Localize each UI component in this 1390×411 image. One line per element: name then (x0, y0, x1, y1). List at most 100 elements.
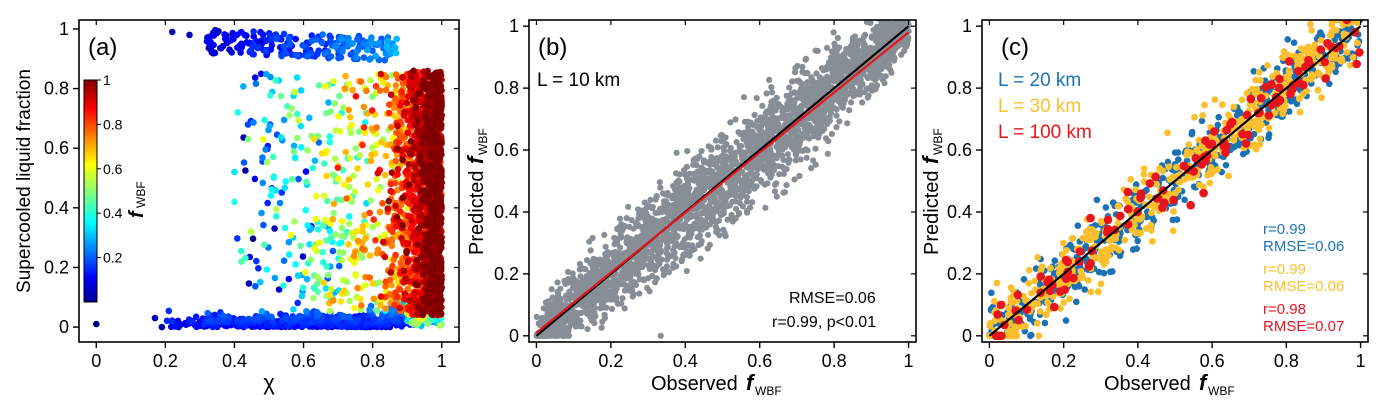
scatter-point (420, 187, 428, 194)
scatter-point (382, 73, 390, 81)
scatter-point (384, 37, 391, 45)
scatter-point (796, 172, 803, 180)
x-tick-label: 0.2 (153, 351, 178, 371)
scatter-point (424, 320, 431, 328)
scatter-point (413, 241, 421, 248)
scatter-point (353, 48, 360, 56)
scatter-point (215, 28, 222, 35)
scatter-point (354, 36, 361, 43)
scatter-point (398, 88, 405, 95)
scatter-point (900, 14, 906, 20)
scatter-point (291, 218, 298, 225)
scatter-point (332, 231, 340, 238)
scatter-point (359, 228, 366, 235)
scatter-point (766, 76, 773, 83)
scatter-point (831, 40, 838, 47)
scatter-point (330, 78, 337, 85)
scatter-point (293, 74, 301, 81)
scatter-point (297, 242, 304, 250)
scatter-point (292, 261, 299, 268)
scatter-point (418, 170, 426, 177)
scatter-point (252, 283, 259, 290)
scatter-point (623, 215, 630, 222)
scatter-point (345, 80, 353, 88)
scatter-point (424, 178, 432, 185)
scatter-point (369, 223, 377, 231)
scatter-point (318, 39, 326, 47)
scatter-point (321, 50, 329, 57)
scatter-point (310, 294, 317, 302)
scatter-point (362, 319, 370, 327)
scatter-point (372, 52, 380, 60)
scatter-point (352, 54, 360, 61)
scatter-point (329, 297, 337, 304)
scatter-point (363, 87, 370, 95)
scatter-point (360, 124, 368, 131)
scatter-point (348, 121, 355, 129)
scatter-point (438, 173, 445, 180)
scatter-point (407, 138, 415, 145)
scatter-point (361, 129, 369, 136)
scatter-point (354, 284, 361, 292)
scatter-point (733, 139, 740, 146)
scatter-point (382, 152, 390, 160)
scatter-point (277, 133, 285, 141)
scatter-point (406, 297, 413, 305)
scatter-point (336, 248, 343, 256)
y-tick-label: 0 (59, 317, 69, 337)
scatter-point (405, 161, 413, 168)
scatter-point (840, 51, 847, 58)
scatter-point (433, 275, 441, 282)
scatter-point (584, 326, 591, 333)
scatter-point (304, 147, 311, 154)
scatter-point (354, 165, 361, 172)
scatter-point (433, 130, 440, 137)
scatter-point (322, 82, 329, 90)
scatter-point (384, 205, 392, 212)
scatter-point (403, 249, 410, 256)
scatter-point (421, 222, 428, 229)
scatter-point (388, 281, 395, 289)
scatter-point (886, 61, 893, 68)
scatter-point (346, 213, 353, 220)
scatter-point (277, 92, 285, 100)
scatter-point (397, 208, 404, 215)
scatter-point (388, 169, 396, 176)
scatter-point (433, 99, 440, 106)
scatter-point (392, 44, 399, 51)
scatter-point (373, 307, 381, 314)
scatter-point (424, 288, 432, 296)
scatter-point (252, 80, 260, 87)
scatter-point (381, 56, 389, 64)
scatter-point (903, 14, 909, 20)
x-tick-label: 0.8 (360, 351, 385, 371)
scatter-point (311, 135, 318, 143)
scatter-point (280, 282, 287, 289)
scatter-point (844, 120, 851, 127)
panel-a-xlabel: χ (263, 370, 275, 395)
scatter-point (900, 14, 906, 20)
scatter-point (338, 196, 345, 204)
scatter-point (412, 103, 420, 111)
scatter-point (370, 295, 378, 303)
scatter-point (425, 268, 432, 276)
scatter-point (329, 247, 337, 255)
panel-a-points (93, 26, 446, 331)
scatter-point (387, 123, 395, 131)
colorbar-gradient (83, 79, 98, 303)
scatter-point (697, 255, 704, 262)
scatter-point (243, 321, 250, 329)
scatter-point (346, 113, 354, 121)
scatter-point (308, 319, 315, 326)
scatter-point (294, 272, 302, 280)
scatter-point (357, 295, 364, 303)
scatter-point (415, 225, 422, 232)
colorbar-tick-label: 0.4 (103, 205, 123, 221)
scatter-point (340, 181, 348, 188)
scatter-point (619, 295, 626, 302)
scatter-point (594, 261, 601, 268)
scatter-point (368, 39, 376, 47)
scatter-point (255, 44, 262, 51)
scatter-point (387, 187, 395, 195)
scatter-point (340, 104, 347, 111)
